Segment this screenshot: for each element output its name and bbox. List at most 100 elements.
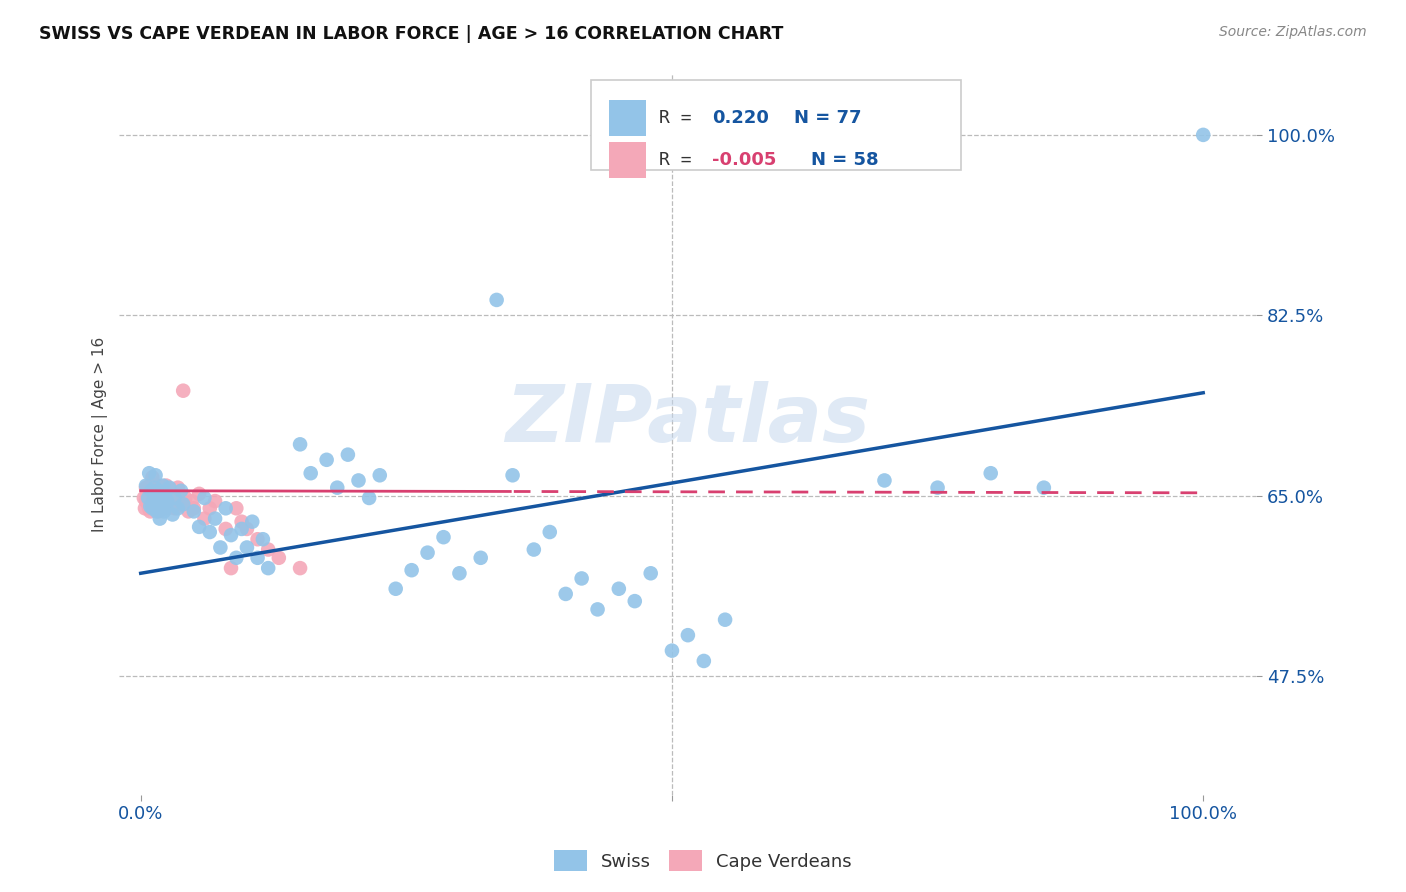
Point xyxy=(485,293,508,307)
Point xyxy=(149,491,172,505)
Point xyxy=(209,541,232,555)
Point xyxy=(384,582,406,596)
Point xyxy=(163,491,186,505)
Point xyxy=(136,487,159,501)
Point xyxy=(150,501,173,516)
Point xyxy=(640,566,662,581)
Point xyxy=(927,481,949,495)
Point xyxy=(172,497,194,511)
Point xyxy=(145,491,167,505)
Point xyxy=(142,501,165,516)
Point xyxy=(146,478,169,492)
Point xyxy=(1192,128,1215,142)
Text: ZIPatlas: ZIPatlas xyxy=(505,381,870,458)
Point xyxy=(236,541,259,555)
Point xyxy=(257,561,280,575)
Point xyxy=(138,491,160,505)
Point xyxy=(141,489,163,503)
Point xyxy=(146,489,169,503)
Point xyxy=(470,550,492,565)
Point xyxy=(146,497,169,511)
Point xyxy=(170,483,193,498)
Point xyxy=(135,478,157,492)
Point xyxy=(1032,481,1054,495)
Point xyxy=(231,522,253,536)
FancyBboxPatch shape xyxy=(609,142,645,178)
Point xyxy=(183,504,205,518)
Text: SWISS VS CAPE VERDEAN IN LABOR FORCE | AGE > 16 CORRELATION CHART: SWISS VS CAPE VERDEAN IN LABOR FORCE | A… xyxy=(39,25,783,43)
Point xyxy=(141,481,163,495)
Point xyxy=(571,571,593,585)
Point xyxy=(153,504,176,518)
Text: Source: ZipAtlas.com: Source: ZipAtlas.com xyxy=(1219,25,1367,39)
Point xyxy=(167,481,190,495)
Point xyxy=(145,501,167,516)
Point xyxy=(188,487,211,501)
Text: N = 58: N = 58 xyxy=(811,151,879,169)
Point xyxy=(215,522,238,536)
Point xyxy=(225,550,247,565)
Text: R =: R = xyxy=(659,109,703,128)
Point xyxy=(156,501,179,516)
Point xyxy=(359,491,381,505)
Point xyxy=(143,481,166,495)
Point xyxy=(163,501,186,516)
Point xyxy=(149,481,172,495)
Point xyxy=(135,481,157,495)
Point xyxy=(136,483,159,498)
Point xyxy=(170,497,193,511)
Point xyxy=(326,481,349,495)
Point xyxy=(138,467,160,481)
Point xyxy=(136,491,159,505)
Point xyxy=(136,497,159,511)
Point xyxy=(157,494,180,508)
Point xyxy=(714,613,737,627)
Point xyxy=(231,515,253,529)
Point xyxy=(676,628,699,642)
Point xyxy=(980,467,1002,481)
Point xyxy=(193,491,215,505)
Text: -0.005: -0.005 xyxy=(711,151,776,169)
Point xyxy=(153,497,176,511)
Point xyxy=(623,594,645,608)
Point xyxy=(139,500,162,514)
Point xyxy=(141,501,163,516)
Point xyxy=(141,483,163,498)
FancyBboxPatch shape xyxy=(609,100,645,136)
FancyBboxPatch shape xyxy=(592,80,960,170)
Point xyxy=(134,501,156,516)
Point xyxy=(225,501,247,516)
Point xyxy=(198,501,221,516)
Point xyxy=(219,528,242,542)
Point xyxy=(252,533,274,547)
Text: R =: R = xyxy=(659,151,703,169)
Point xyxy=(347,474,370,488)
Point xyxy=(449,566,471,581)
Point xyxy=(416,546,439,560)
Text: N = 77: N = 77 xyxy=(793,109,860,128)
Point xyxy=(174,491,197,505)
Point xyxy=(246,533,269,547)
Point xyxy=(135,494,157,508)
Point xyxy=(315,452,337,467)
Point xyxy=(139,504,162,518)
Point xyxy=(693,654,716,668)
Point xyxy=(183,501,205,516)
Point xyxy=(155,500,177,514)
Point xyxy=(142,494,165,508)
Point xyxy=(368,468,391,483)
Point xyxy=(157,481,180,495)
Point xyxy=(141,470,163,484)
Point xyxy=(538,524,561,539)
Point xyxy=(188,520,211,534)
Point xyxy=(143,478,166,492)
Point xyxy=(152,491,174,505)
Point xyxy=(145,483,167,498)
Point xyxy=(586,602,609,616)
Point xyxy=(149,494,172,508)
Point xyxy=(607,582,630,596)
Point xyxy=(155,478,177,492)
Point xyxy=(288,561,311,575)
Point xyxy=(432,530,454,544)
Point xyxy=(236,522,259,536)
